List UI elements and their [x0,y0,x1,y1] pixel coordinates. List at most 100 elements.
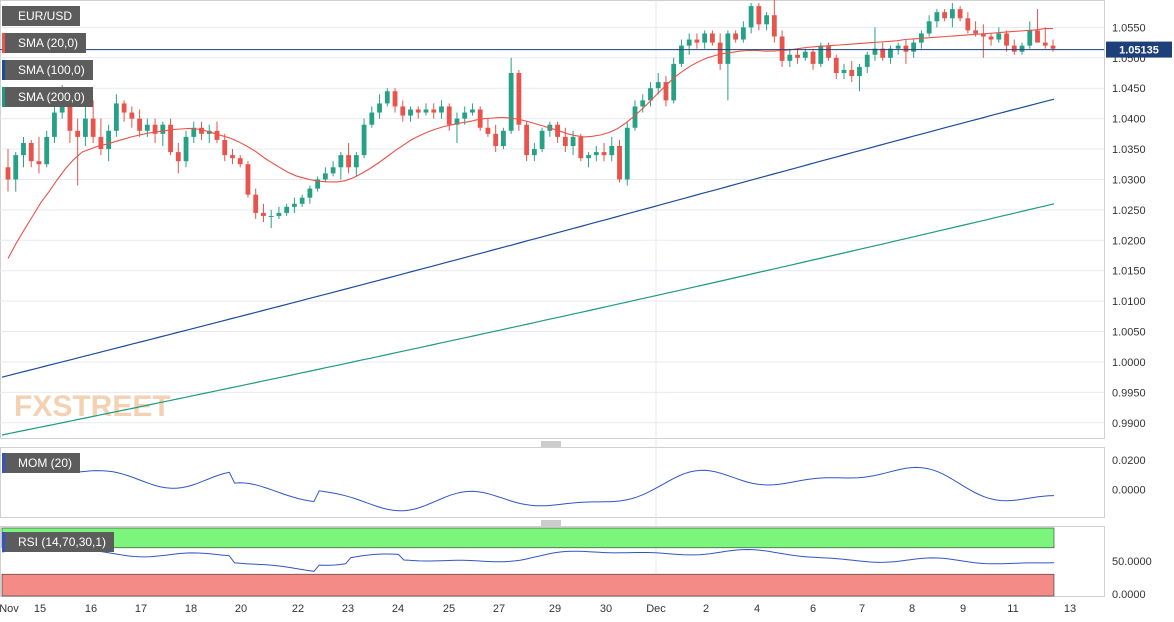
sma100-label[interactable]: SMA (100,0) [2,60,93,80]
candle-body [408,109,413,116]
candle-body [802,51,808,58]
candle-body [562,136,568,146]
sma100-line [1,98,1055,378]
candle-body [477,109,483,128]
sma200-label[interactable]: SMA (200,0) [2,87,93,107]
candle-body [756,6,762,25]
candle-body [113,103,119,131]
candle-body [593,152,599,156]
price-tick-label: 1.0400 [1112,114,1146,126]
candle-body [330,167,336,174]
candle-body [872,48,878,55]
candle-body [315,179,321,189]
symbol-label[interactable]: EUR/USD [2,6,81,26]
time-tick-label: 7 [859,603,865,615]
mom-label[interactable]: MOM (20) [2,453,80,473]
time-tick-label: 29 [549,603,561,615]
time-tick-label: 17 [135,603,147,615]
rsi-oversold-zone [1,573,1055,597]
candle-body [501,130,506,146]
candle-body [888,48,893,58]
candle-body [671,63,677,101]
time-tick-label: 20 [235,603,247,615]
candle-body [841,69,847,73]
mom-tick-label: 0.0000 [1112,484,1146,496]
rsi-label[interactable]: RSI (14,70,30,1) [2,532,115,552]
candle-body [826,45,831,58]
candle-body [818,45,824,64]
candle-body [857,66,862,77]
candle-body [353,155,359,168]
candle-body [67,106,73,131]
candle-body [21,142,26,156]
price-pane-frame [0,0,1105,439]
candle-body [911,42,917,52]
candle-body [686,39,692,46]
candle-body [586,155,591,159]
price-tick-label: 0.9950 [1112,387,1146,399]
price-tick-label: 0.9900 [1112,418,1146,430]
candle-body [965,18,971,31]
candle-body [175,152,181,162]
time-tick-label: 15 [34,603,46,615]
candle-body [152,124,158,134]
candle-body [1027,30,1033,46]
candle-body [996,33,1002,40]
candle-body [13,155,19,180]
candle-body [384,91,390,104]
time-tick-label: 24 [392,603,404,615]
candle-body [531,149,537,156]
rsi-pane[interactable] [1,527,1055,597]
price-tick-label: 1.0200 [1112,235,1146,247]
candle-body [183,136,189,162]
momentum-pane[interactable] [1,453,1055,512]
candle-body [733,33,739,40]
candle-body [1004,33,1009,46]
time-tick-label: 30 [600,603,612,615]
time-tick-label: 13 [1064,603,1076,615]
candle-body [485,127,491,134]
candle-body [199,127,204,134]
candle-body [454,118,460,125]
candle-body [299,197,305,204]
mom-tick-label: 0.0200 [1112,455,1146,467]
candle-body [59,106,65,113]
candle-body [292,203,297,207]
candle-body [833,57,839,73]
candle-body [570,136,576,146]
candle-body [926,21,932,34]
candle-body [973,30,978,34]
mom-pane-frame [0,447,1105,518]
time-tick-label: 22 [292,603,304,615]
candle-body [903,45,909,52]
price-tick-label: 1.0550 [1112,22,1146,34]
time-tick-label: 11 [1007,603,1018,615]
candle-body [988,36,994,40]
price-pane[interactable]: FXSTREET [0,0,1104,436]
candle-body [717,42,723,64]
candle-body [1050,45,1056,49]
candle-body [222,139,228,156]
price-tick-label: 1.0300 [1112,174,1146,186]
candle-body [949,9,955,19]
candle-body [144,124,150,131]
candle-body [849,69,855,77]
candle-body [980,33,986,37]
candle-body [446,106,452,125]
candle-body [771,15,777,37]
candle-body [578,136,584,159]
current-price-box [1106,41,1172,58]
candle-body [338,155,344,168]
sma20-label[interactable]: SMA (20,0) [2,33,87,53]
candle-body [601,152,607,156]
candle-body [648,88,653,101]
time-tick-label: 6 [810,603,816,615]
candle-body [75,130,81,137]
candle-body [423,109,429,113]
candle-body [679,45,684,64]
candle-body [245,164,251,195]
candle-body [83,118,88,137]
candle-body [864,54,870,67]
candle-body [415,109,421,113]
